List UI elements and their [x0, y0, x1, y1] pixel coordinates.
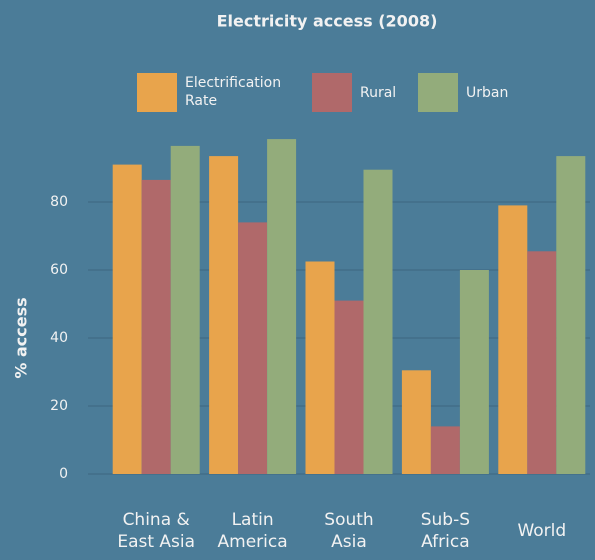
bar: [363, 169, 393, 474]
bar: [170, 145, 200, 474]
legend-label: Urban: [466, 85, 509, 101]
bar: [527, 251, 557, 474]
legend-swatch: [418, 73, 458, 112]
legend-swatch: [137, 73, 177, 112]
bar: [112, 164, 142, 474]
bar: [267, 139, 297, 474]
bar: [141, 179, 171, 474]
y-tick-label: 40: [50, 330, 68, 346]
bar: [401, 370, 431, 474]
legend-swatch: [312, 73, 352, 112]
x-tick-label: World: [517, 521, 567, 541]
bar: [430, 426, 460, 474]
x-tick-label: China & East Asia: [117, 510, 196, 552]
y-axis-label: % access: [12, 297, 31, 378]
y-tick-label: 0: [59, 466, 68, 482]
legend-label: Rural: [360, 85, 397, 101]
y-tick-label: 60: [50, 262, 68, 278]
bar: [305, 261, 335, 474]
bar: [556, 156, 586, 474]
x-tick-label: Latin America: [217, 510, 288, 552]
bar: [498, 205, 528, 474]
y-tick-label: 20: [50, 398, 68, 414]
bar: [238, 222, 268, 474]
x-tick-label: Sub-S Africa: [420, 510, 471, 552]
bar: [334, 300, 364, 474]
x-tick-label: South Asia: [324, 510, 374, 552]
bar: [459, 270, 489, 474]
legend-label: Electrification Rate: [185, 75, 282, 109]
y-tick-label: 80: [50, 194, 68, 210]
chart-title: Electricity access (2008): [217, 12, 438, 31]
bar: [209, 156, 239, 474]
